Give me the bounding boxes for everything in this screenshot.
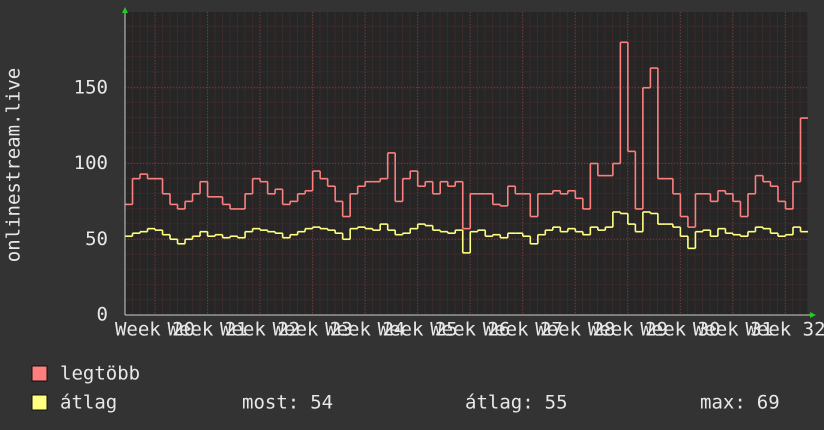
stat-value: 55 (545, 392, 568, 414)
stat-value: 69 (757, 392, 780, 414)
x-tick-label: Week 23 (273, 319, 353, 341)
stat-value: 54 (310, 392, 333, 414)
x-tick-label: Week 26 (430, 319, 510, 341)
x-tick-label: Week 22 (220, 319, 300, 341)
x-tick-label: Week 21 (168, 319, 248, 341)
y-axis-label: onlinestream.live (3, 68, 25, 262)
x-tick-label: Week 31 (693, 319, 773, 341)
step-riser (131, 42, 802, 229)
legend-swatch (31, 394, 48, 411)
x-tick-label: Week 20 (115, 319, 195, 341)
x-tick-label: Week 30 (640, 319, 720, 341)
y-tick-label: 50 (85, 228, 108, 250)
step-riser (131, 211, 802, 253)
x-tick-label: Week 24 (325, 319, 405, 341)
x-tick-label: Week 32 (745, 319, 824, 341)
legend-label: legtöbb (60, 363, 140, 385)
stat-label: átlag: (465, 392, 534, 414)
legend-label: átlag (60, 392, 117, 414)
x-tick-label: Week 27 (483, 319, 563, 341)
x-arrow (810, 312, 816, 318)
x-tick-label: Week 29 (588, 319, 668, 341)
x-tick-label: Week 25 (378, 319, 458, 341)
y-arrow (122, 7, 128, 13)
y-tick-label: 150 (74, 76, 108, 98)
x-tick-label: Week 28 (535, 319, 615, 341)
stat-label: max: (700, 392, 746, 414)
y-tick-label: 0 (97, 304, 108, 326)
legend-swatch (31, 365, 48, 382)
stat-label: most: (242, 392, 299, 414)
y-tick-label: 100 (74, 152, 108, 174)
